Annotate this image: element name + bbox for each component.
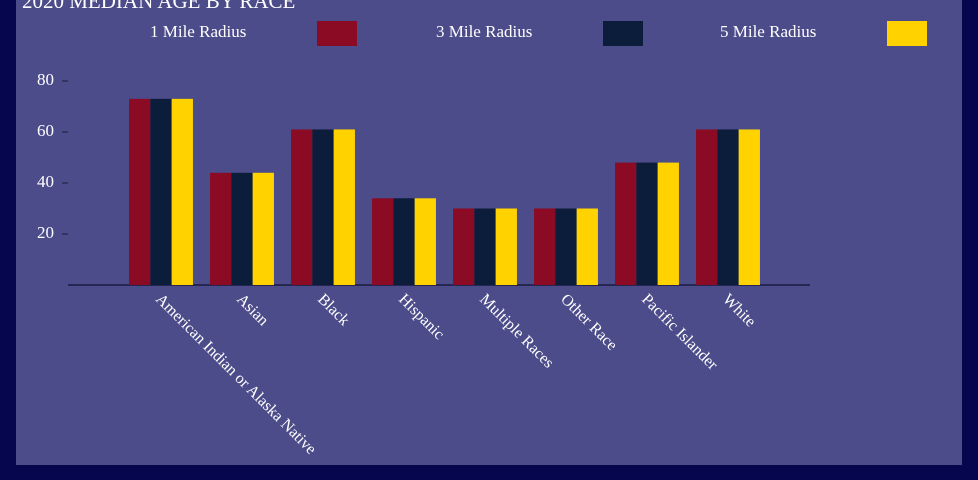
legend-label: 3 Mile Radius	[436, 22, 532, 41]
legend-label: 1 Mile Radius	[150, 22, 246, 41]
chart-title: 2020 MEDIAN AGE BY RACE	[22, 0, 295, 13]
bar	[717, 129, 739, 285]
bar	[129, 98, 151, 285]
legend-swatch	[317, 21, 357, 46]
bar	[657, 162, 679, 285]
bar	[372, 198, 394, 285]
bar	[333, 129, 355, 285]
bar	[231, 172, 253, 285]
bar	[252, 172, 274, 285]
legend-swatch	[887, 21, 927, 46]
bar	[171, 98, 193, 285]
bar	[738, 129, 760, 285]
y-tick-label: 60	[37, 121, 54, 140]
bar	[615, 162, 637, 285]
bar	[474, 208, 496, 285]
bar	[150, 98, 172, 285]
bar	[696, 129, 718, 285]
bar	[576, 208, 598, 285]
bar	[636, 162, 658, 285]
y-tick-label: 20	[37, 223, 54, 242]
y-tick-label: 80	[37, 70, 54, 89]
bar	[495, 208, 517, 285]
bar	[210, 172, 232, 285]
bar	[291, 129, 313, 285]
bar	[414, 198, 436, 285]
legend-swatch	[603, 21, 643, 46]
bar	[312, 129, 334, 285]
bar	[555, 208, 577, 285]
legend-label: 5 Mile Radius	[720, 22, 816, 41]
bar	[534, 208, 556, 285]
bar	[453, 208, 475, 285]
y-tick-label: 40	[37, 172, 54, 191]
bar	[393, 198, 415, 285]
